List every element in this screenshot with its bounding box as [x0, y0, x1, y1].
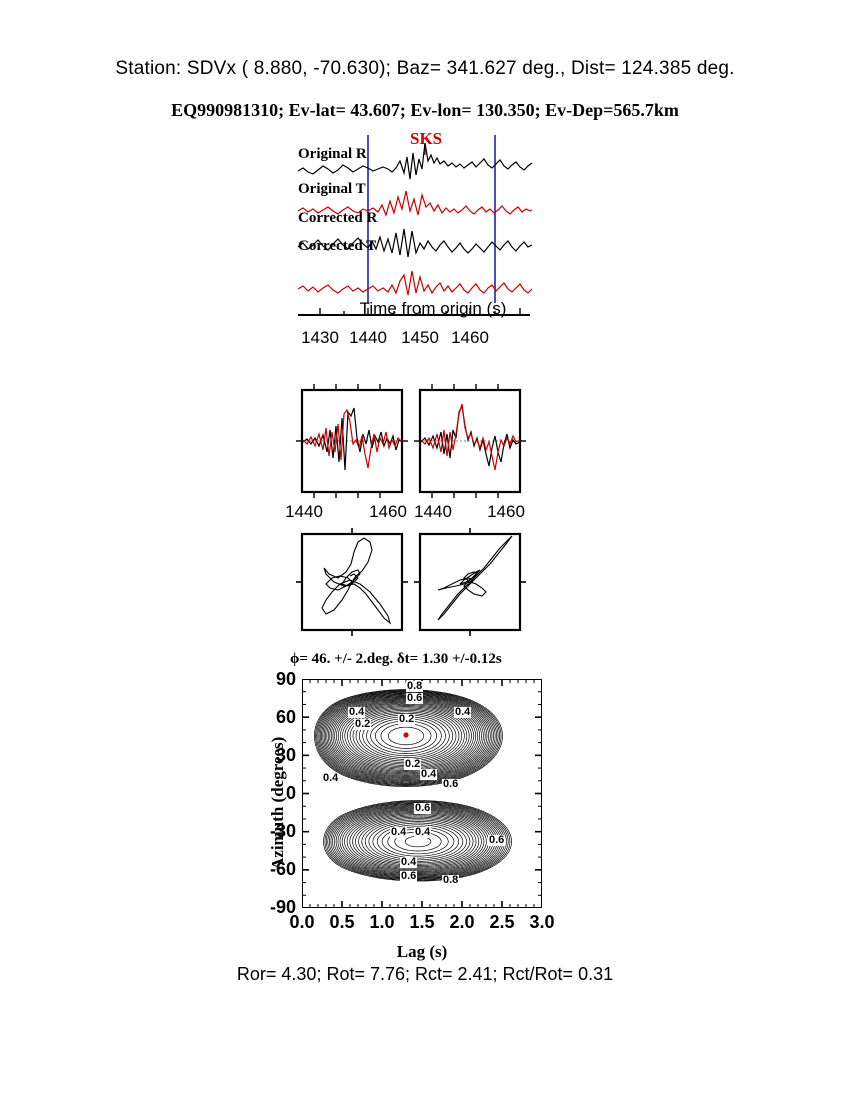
contour-label-04g: 0.4	[400, 856, 418, 868]
waveform-tick-1430: 1430	[301, 328, 339, 347]
contour-label-08b: 0.8	[442, 874, 460, 886]
contour-label-04a: 0.4	[348, 706, 366, 718]
contour-label-04e: 0.4	[390, 826, 408, 838]
waveform-tick-1460: 1460	[451, 328, 489, 347]
trace-corrected-t	[297, 270, 533, 296]
contour-ytick-0: 0	[285, 783, 296, 803]
contour-xtick-30: 3.0	[529, 912, 555, 932]
contour-label-04b: 0.4	[454, 706, 472, 718]
waveform-axis-title: Time from origin (s)	[359, 299, 507, 318]
contour-title: ϕ= 46. +/- 2.deg. δt= 1.30 +/-0.12s	[290, 651, 502, 667]
compare-left-trace-fast	[302, 407, 403, 471]
particle-motion-left	[296, 528, 408, 636]
compare-left-tick-1440: 1440	[285, 502, 323, 521]
compare-left-trace-slow	[302, 408, 403, 469]
contour-ytick-m30: -30	[269, 821, 296, 841]
compare-right-tick-1440: 1440	[414, 502, 452, 521]
contour-label-04d: 0.4	[420, 768, 438, 780]
compare-panel-right	[414, 382, 526, 500]
contour-xtick-25: 2.5	[489, 912, 515, 932]
trace-label-original-t: Original T	[298, 181, 366, 197]
waveform-panel	[280, 125, 550, 325]
particle-motion-right-path	[437, 535, 513, 621]
contour-xtick-05: 0.5	[329, 912, 355, 932]
results-footer: Ror= 4.30; Rot= 7.76; Rct= 2.41; Rct/Rot…	[236, 964, 614, 984]
waveform-tick-1440: 1440	[349, 328, 387, 347]
contour-label-08: 0.8	[406, 680, 424, 692]
contour-label-04c: 0.4	[322, 772, 340, 784]
phase-label-sks: SKS	[410, 129, 443, 148]
contour-ytick-m90: -90	[269, 897, 296, 917]
contour-label-02a: 0.2	[398, 713, 416, 725]
contour-label-02c: 0.2	[404, 758, 422, 770]
contour-xtick-15: 1.5	[409, 912, 435, 932]
page-title-event: EQ990981310; Ev-lat= 43.607; Ev-lon= 130…	[171, 100, 679, 120]
contour-label-04f: 0.4	[414, 826, 432, 838]
contour-ytick-30: 30	[275, 745, 296, 765]
contour-xlabel: Lag (s)	[396, 942, 448, 961]
contour-ytick-m60: -60	[269, 859, 296, 879]
trace-label-corrected-r: Corrected R	[298, 210, 378, 226]
contour-label-06c: 0.6	[414, 802, 432, 814]
contour-minimum-marker	[403, 732, 409, 738]
contour-label-06e: 0.6	[488, 834, 506, 846]
waveform-time-axis	[280, 300, 550, 324]
contour-plot: 0.8 0.6 0.2 0.4 0.4 0.2 0.4 0.2 0.4 0.6 …	[302, 679, 542, 908]
contour-xtick-10: 1.0	[369, 912, 395, 932]
trace-original-r	[297, 142, 533, 180]
page-title-station: Station: SDVx ( 8.880, -70.630); Baz= 34…	[115, 58, 735, 79]
contour-label-06a: 0.6	[406, 692, 424, 704]
contour-label-06d: 0.6	[400, 870, 418, 882]
compare-left-tick-1460: 1460	[369, 502, 407, 521]
contour-ytick-60: 60	[275, 707, 296, 727]
compare-right-tick-1460: 1460	[487, 502, 525, 521]
waveform-tick-1450: 1450	[401, 328, 439, 347]
compare-panel-left	[296, 382, 408, 500]
contour-ytick-90: 90	[275, 669, 296, 689]
trace-original-t	[297, 190, 533, 217]
trace-corrected-r	[297, 228, 533, 258]
contour-label-02b: 0.2	[354, 718, 372, 730]
contour-xtick-20: 2.0	[449, 912, 475, 932]
contour-xtick-0: 0.0	[289, 912, 315, 932]
particle-motion-right	[414, 528, 526, 636]
compare-right-trace-slow	[420, 403, 521, 471]
trace-label-corrected-t: Corrected T	[298, 238, 377, 254]
trace-label-original-r: Original R	[298, 146, 367, 162]
contour-label-06b: 0.6	[442, 778, 460, 790]
particle-motion-left-path	[321, 537, 392, 625]
